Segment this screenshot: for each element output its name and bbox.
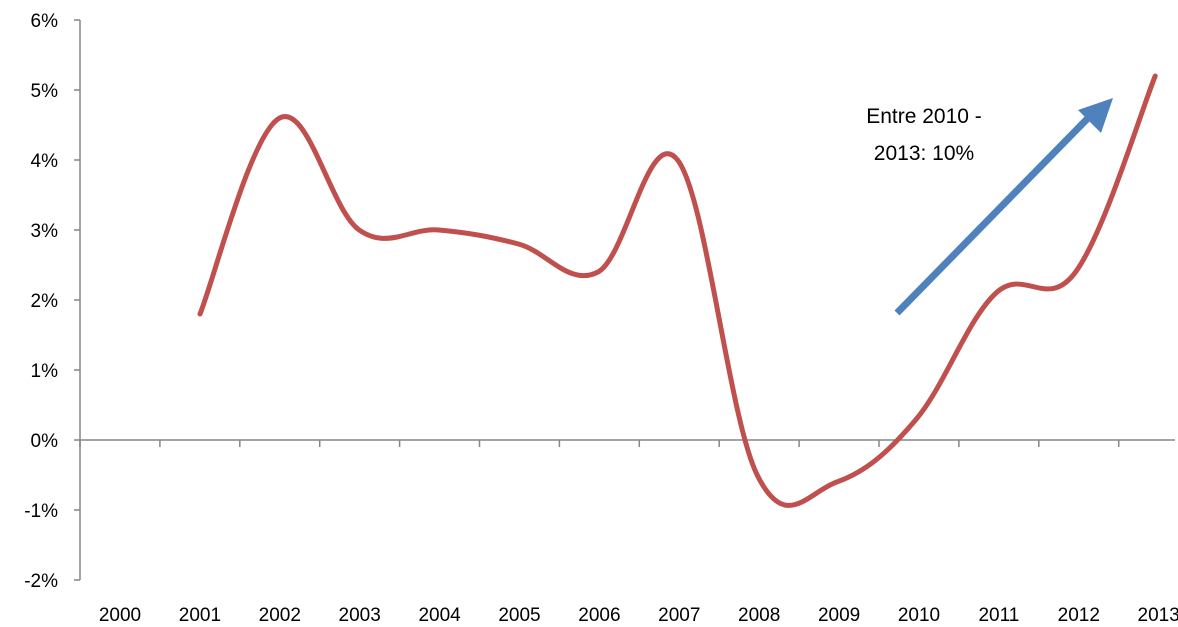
series-line	[197, 73, 1158, 508]
annotation: Entre 2010 - 2013: 10%	[866, 98, 1113, 316]
x-tick-label: 2005	[498, 605, 540, 626]
x-tick-label: 2000	[99, 605, 141, 626]
y-tick-label: 2%	[31, 291, 59, 312]
y-tick-label: -1%	[24, 501, 58, 522]
y-tick-label: 4%	[31, 151, 59, 172]
y-tick-label: 3%	[31, 221, 59, 242]
x-tick-label: 2004	[418, 605, 461, 626]
annotation-line-1: Entre 2010 -	[866, 105, 982, 128]
y-tick-label: 6%	[31, 11, 59, 32]
series-layer	[197, 73, 1158, 508]
arrow-shaft	[894, 111, 1095, 316]
x-tick-label: 2011	[978, 605, 1019, 626]
x-tick-label: 2007	[658, 605, 700, 626]
arrow-head-icon	[1078, 98, 1113, 133]
x-tick-label: 2009	[818, 605, 860, 626]
x-tick-label: 2003	[339, 605, 381, 626]
x-axis: 2000 2001 2002 2003 2004 2005 2006 2007 2008 2009…	[79, 439, 1178, 626]
y-axis: 6% 5% 4% 3% 2% 1% 0% -1% -2%	[24, 11, 81, 592]
x-tick-label: 2006	[578, 605, 620, 626]
x-tick-label: 2008	[738, 605, 780, 626]
y-tick-label: 1%	[31, 361, 59, 382]
y-tick-label: 0%	[31, 431, 59, 452]
y-tick-label: -2%	[24, 571, 58, 592]
x-tick-label: 2002	[259, 605, 301, 626]
x-tick-label: 2010	[898, 605, 940, 626]
x-tick-label: 2001	[179, 605, 221, 626]
x-tick-label: 2012	[1058, 605, 1100, 626]
x-tick-label: 2013	[1138, 605, 1178, 626]
y-tick-label: 5%	[31, 81, 59, 102]
annotation-line-2: 2013: 10%	[874, 142, 974, 165]
